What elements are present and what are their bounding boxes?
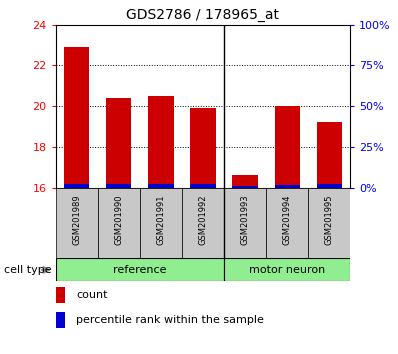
Bar (316, 184, 342, 188)
Text: GSM201989: GSM201989 (72, 194, 81, 245)
Bar (56, 312, 65, 328)
Bar (140, 188, 182, 258)
Text: GSM201994: GSM201994 (283, 194, 292, 245)
Text: motor neuron: motor neuron (249, 265, 325, 275)
Bar (232, 185, 258, 188)
Bar (224, 188, 266, 258)
Bar (56, 188, 98, 258)
Text: percentile rank within the sample: percentile rank within the sample (76, 315, 264, 325)
Bar (275, 184, 300, 188)
Text: GSM201993: GSM201993 (240, 194, 250, 245)
Bar (190, 108, 216, 188)
Bar (275, 106, 300, 188)
Bar (316, 122, 342, 188)
Bar (182, 188, 224, 258)
Bar (190, 184, 216, 188)
Text: reference: reference (113, 265, 167, 275)
Bar (64, 184, 90, 188)
Bar (308, 188, 350, 258)
Bar (56, 258, 224, 281)
Bar (232, 175, 258, 188)
Title: GDS2786 / 178965_at: GDS2786 / 178965_at (127, 8, 279, 22)
Bar (266, 188, 308, 258)
Text: GSM201990: GSM201990 (114, 194, 123, 245)
Bar (64, 47, 90, 188)
Bar (224, 258, 350, 281)
Bar (56, 287, 65, 303)
Text: cell type: cell type (4, 265, 52, 275)
Bar (98, 188, 140, 258)
Bar (106, 98, 131, 188)
Text: GSM201991: GSM201991 (156, 194, 166, 245)
Bar (148, 184, 174, 188)
Text: GSM201995: GSM201995 (325, 194, 334, 245)
Bar (106, 184, 131, 188)
Text: count: count (76, 290, 108, 300)
Bar (148, 96, 174, 188)
Text: GSM201992: GSM201992 (199, 194, 207, 245)
